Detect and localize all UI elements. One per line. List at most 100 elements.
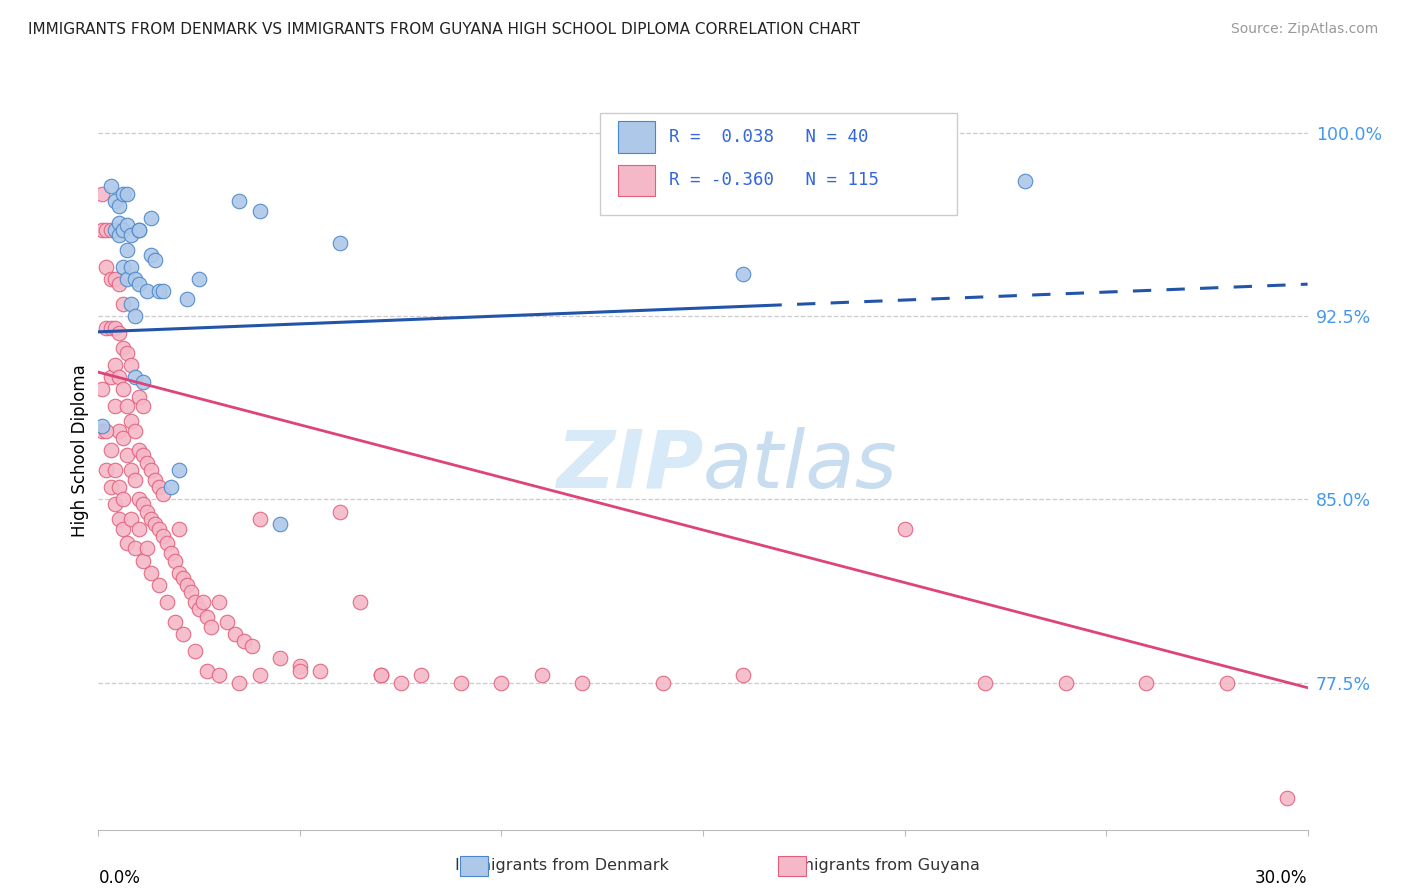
Point — [193, 595, 215, 609]
Point — [103, 272, 125, 286]
Point — [124, 473, 146, 487]
Point — [139, 566, 162, 580]
Point — [651, 675, 673, 690]
Point — [107, 326, 129, 340]
Point — [120, 463, 142, 477]
Point — [249, 512, 271, 526]
Point — [96, 424, 118, 438]
Point — [135, 505, 157, 519]
Point — [100, 443, 122, 458]
Point — [228, 194, 250, 208]
Point — [132, 497, 155, 511]
Point — [188, 272, 211, 286]
Point — [152, 529, 174, 543]
Point — [974, 675, 997, 690]
Point — [1014, 174, 1036, 188]
Point — [124, 272, 146, 286]
Point — [120, 358, 142, 372]
Point — [176, 292, 198, 306]
Point — [115, 536, 138, 550]
Point — [1054, 675, 1077, 690]
Point — [152, 487, 174, 501]
Point — [103, 194, 125, 208]
Point — [100, 370, 122, 384]
Point — [172, 627, 194, 641]
Point — [111, 382, 134, 396]
Point — [124, 370, 146, 384]
Point — [167, 463, 190, 477]
Point — [217, 615, 239, 629]
Point — [148, 578, 170, 592]
Point — [288, 658, 311, 673]
Point — [176, 578, 198, 592]
Point — [160, 546, 183, 560]
Point — [733, 668, 755, 682]
Point — [143, 516, 166, 531]
Point — [733, 268, 755, 282]
Point — [100, 480, 122, 494]
Point — [124, 309, 146, 323]
Point — [107, 228, 129, 243]
Point — [115, 345, 138, 359]
Point — [128, 223, 150, 237]
Point — [96, 463, 118, 477]
Point — [309, 664, 332, 678]
Point — [200, 619, 222, 633]
Text: Source: ZipAtlas.com: Source: ZipAtlas.com — [1230, 22, 1378, 37]
Point — [91, 419, 114, 434]
Point — [370, 668, 392, 682]
Point — [349, 595, 371, 609]
Point — [329, 235, 352, 250]
Point — [370, 668, 392, 682]
Point — [120, 414, 142, 428]
Point — [111, 186, 134, 201]
Point — [228, 675, 250, 690]
Point — [128, 277, 150, 292]
Point — [132, 375, 155, 389]
Point — [135, 456, 157, 470]
Point — [288, 664, 311, 678]
Point — [103, 497, 125, 511]
Point — [135, 541, 157, 556]
Point — [100, 321, 122, 335]
Point — [107, 370, 129, 384]
Point — [111, 341, 134, 355]
Point — [249, 203, 271, 218]
Point — [224, 627, 246, 641]
Point — [409, 668, 432, 682]
Bar — [619, 165, 655, 196]
Point — [139, 248, 162, 262]
Point — [91, 382, 114, 396]
Point — [269, 651, 291, 665]
Point — [163, 615, 186, 629]
Point — [160, 480, 183, 494]
Point — [893, 522, 915, 536]
Point — [167, 566, 190, 580]
Point — [115, 400, 138, 414]
Point — [100, 179, 122, 194]
Point — [208, 595, 231, 609]
Point — [389, 675, 412, 690]
Point — [111, 260, 134, 274]
Point — [100, 272, 122, 286]
Point — [128, 522, 150, 536]
Point — [111, 431, 134, 445]
Point — [208, 668, 231, 682]
Point — [120, 296, 142, 310]
Point — [107, 512, 129, 526]
Point — [96, 223, 118, 237]
FancyBboxPatch shape — [600, 113, 957, 216]
Point — [450, 675, 472, 690]
Point — [232, 634, 254, 648]
Point — [240, 639, 263, 653]
Point — [107, 216, 129, 230]
Point — [135, 285, 157, 299]
Point — [148, 285, 170, 299]
Point — [167, 522, 190, 536]
Point — [107, 424, 129, 438]
Point — [148, 480, 170, 494]
Point — [91, 424, 114, 438]
Point — [100, 223, 122, 237]
Point — [120, 260, 142, 274]
Point — [128, 390, 150, 404]
